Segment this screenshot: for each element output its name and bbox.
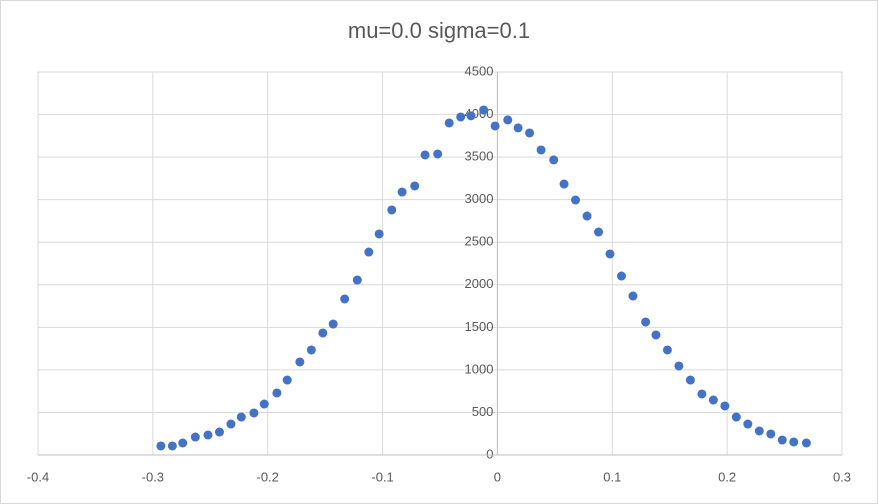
data-point: [789, 437, 799, 447]
data-point: [571, 195, 581, 205]
x-tick-label: 0: [494, 469, 501, 484]
data-point: [674, 361, 684, 371]
x-tick-label: -0.3: [142, 469, 164, 484]
data-point: [374, 229, 384, 239]
data-point: [559, 179, 569, 189]
data-point: [766, 429, 776, 439]
x-tick-label: 0.1: [603, 469, 621, 484]
data-point: [801, 438, 811, 448]
x-tick-label: -0.4: [27, 469, 49, 484]
chart-title: mu=0.0 sigma=0.1: [348, 18, 530, 43]
data-point: [203, 430, 213, 440]
data-point: [549, 155, 559, 165]
data-point: [190, 432, 200, 442]
data-point: [236, 412, 246, 422]
data-point: [259, 399, 269, 409]
data-point: [651, 330, 661, 340]
data-point: [662, 345, 672, 355]
data-point: [433, 149, 443, 159]
data-point: [272, 388, 282, 398]
data-point: [490, 121, 500, 131]
data-point: [364, 247, 374, 257]
data-point: [167, 441, 177, 451]
y-tick-label: 0: [486, 446, 493, 461]
data-point: [456, 112, 466, 122]
x-tick-label: 0.3: [833, 469, 851, 484]
data-point: [318, 328, 328, 338]
data-point: [536, 145, 546, 155]
data-point: [420, 150, 430, 160]
data-point: [340, 294, 350, 304]
data-point: [410, 181, 420, 191]
data-point: [444, 118, 454, 128]
data-point: [249, 408, 259, 418]
data-point: [397, 187, 407, 197]
y-tick-label: 500: [472, 404, 494, 419]
x-tick-label: 0.2: [718, 469, 736, 484]
data-point: [295, 357, 305, 367]
data-point: [616, 271, 626, 281]
data-point: [731, 412, 741, 422]
data-point: [641, 317, 651, 327]
data-point: [777, 435, 787, 445]
data-point: [328, 319, 338, 329]
data-point: [754, 426, 764, 436]
y-tick-label: 2000: [465, 276, 494, 291]
data-point: [605, 249, 615, 259]
y-tick-label: 4500: [465, 63, 494, 78]
data-point: [628, 291, 638, 301]
data-point: [697, 389, 707, 399]
data-point: [156, 441, 166, 451]
y-tick-label: 2500: [465, 234, 494, 249]
data-point: [743, 419, 753, 429]
data-point: [594, 227, 604, 237]
y-tick-label: 3500: [465, 149, 494, 164]
y-tick-label: 1500: [465, 319, 494, 334]
data-point: [466, 111, 476, 121]
data-point: [226, 419, 236, 429]
y-tick-label: 1000: [465, 361, 494, 376]
data-point: [503, 115, 513, 125]
data-point: [685, 375, 695, 385]
data-point: [720, 401, 730, 411]
data-point: [525, 128, 535, 138]
data-point: [214, 427, 224, 437]
data-point: [282, 375, 292, 385]
data-point: [708, 395, 718, 405]
x-tick-label: -0.1: [371, 469, 393, 484]
data-point: [479, 105, 489, 115]
data-point: [387, 205, 397, 215]
data-point: [582, 211, 592, 221]
data-point: [306, 345, 316, 355]
data-point: [352, 275, 362, 285]
data-point: [178, 438, 188, 448]
x-tick-label: -0.2: [257, 469, 279, 484]
data-point: [513, 123, 523, 133]
y-tick-label: 3000: [465, 191, 494, 206]
